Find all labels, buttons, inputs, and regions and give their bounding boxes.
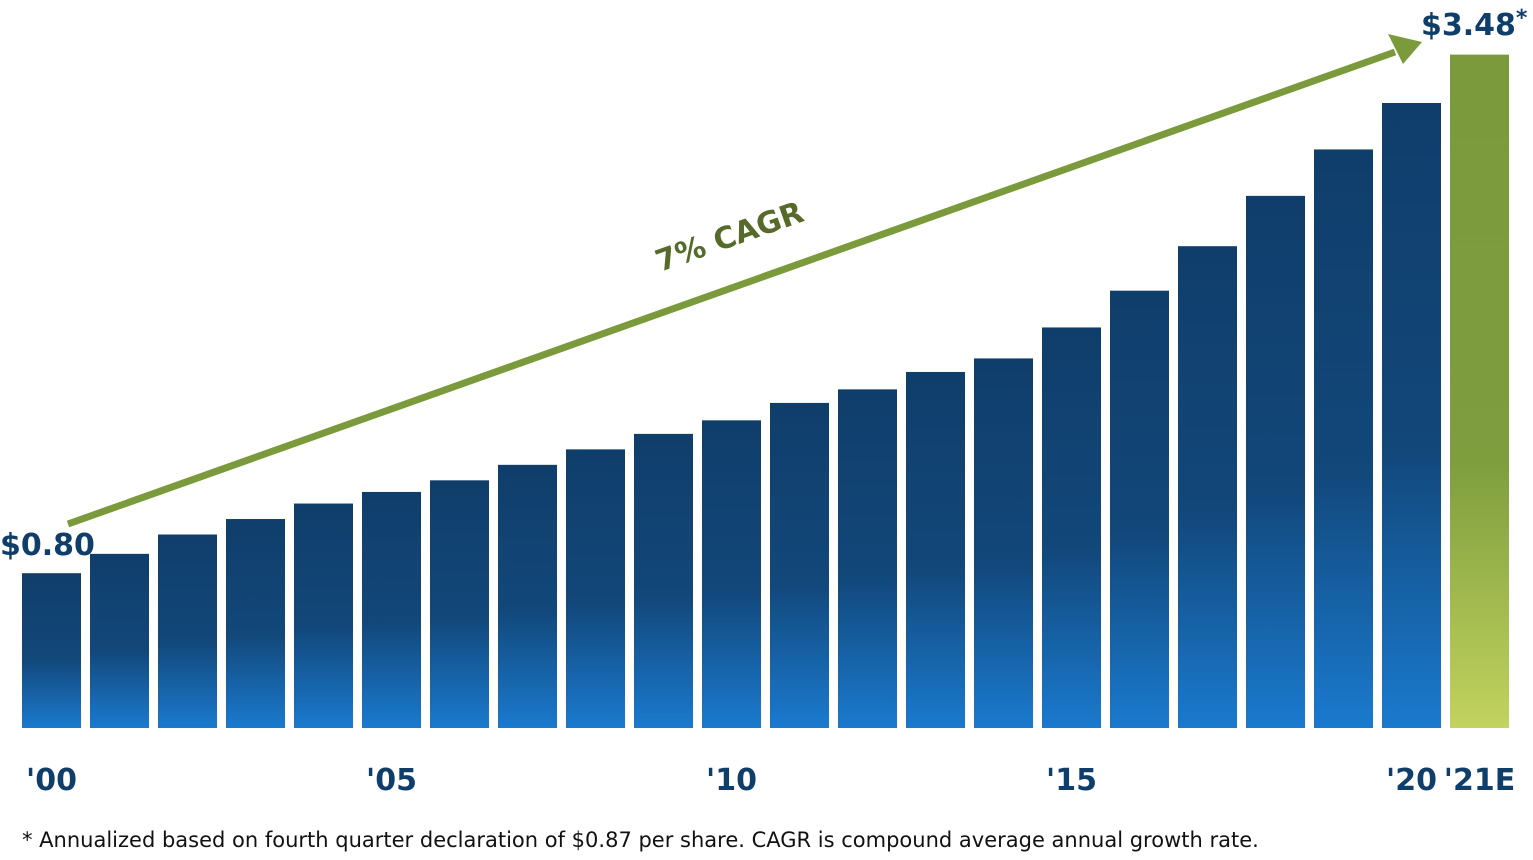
- bar-06: [430, 480, 489, 728]
- bar-13: [906, 371, 965, 728]
- data-label-first: $0.80: [0, 528, 95, 563]
- cagr-arrow-line: [66, 48, 1397, 528]
- bar-16: [1110, 290, 1169, 728]
- cagr-arrowhead-icon: [1388, 34, 1422, 64]
- footnote: * Annualized based on fourth quarter dec…: [22, 828, 1259, 852]
- bar-00: [22, 573, 81, 728]
- x-tick-label: '21E: [1444, 763, 1515, 798]
- x-tick-label: '10: [706, 763, 757, 798]
- bar-01: [90, 553, 149, 728]
- bar-14: [974, 358, 1033, 728]
- bar-08: [566, 449, 625, 728]
- bar-11: [770, 402, 829, 728]
- bar-05: [362, 491, 421, 728]
- bar-02: [158, 534, 217, 728]
- x-tick-label: '00: [26, 763, 77, 798]
- x-tick-label: '20: [1386, 763, 1437, 798]
- bar-17: [1178, 246, 1237, 728]
- bar-04: [294, 503, 353, 728]
- data-label-last-value: $3.48: [1421, 8, 1516, 43]
- bar-18: [1246, 195, 1305, 728]
- bar-09: [634, 433, 693, 728]
- bar-15: [1042, 327, 1101, 728]
- bar-10: [702, 420, 761, 728]
- x-tick-label: '05: [366, 763, 417, 798]
- bar-21E: [1450, 54, 1509, 729]
- bar-03: [226, 519, 285, 728]
- footnote-marker: *: [1516, 6, 1528, 31]
- x-tick-label: '15: [1046, 763, 1097, 798]
- bar-19: [1314, 149, 1373, 728]
- bar-20: [1382, 102, 1441, 729]
- bar-07: [498, 464, 557, 728]
- data-label-last: $3.48*: [1421, 6, 1528, 43]
- bar-12: [838, 389, 897, 728]
